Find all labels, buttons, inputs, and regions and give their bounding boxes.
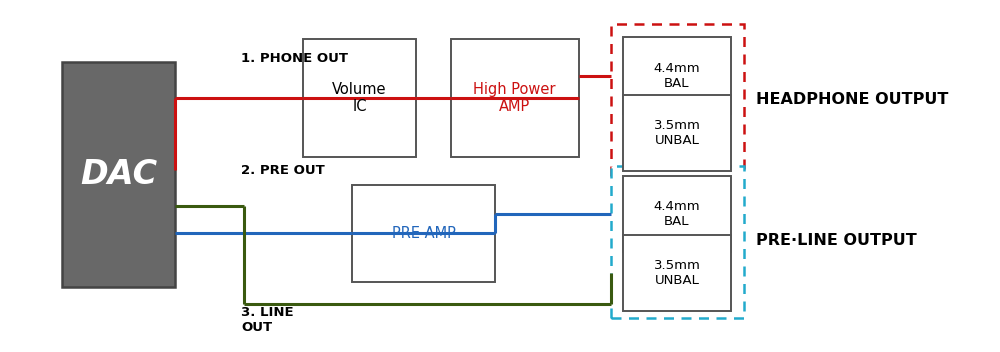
Text: HEADPHONE OUTPUT: HEADPHONE OUTPUT — [756, 92, 948, 107]
Text: DAC: DAC — [80, 158, 157, 191]
Text: 3. LINE
OUT: 3. LINE OUT — [241, 306, 294, 334]
Text: 4.4mm
BAL: 4.4mm BAL — [654, 62, 700, 89]
Text: 3.5mm
UNBAL: 3.5mm UNBAL — [654, 119, 700, 147]
Text: High Power
AMP: High Power AMP — [473, 82, 556, 114]
Text: PRE AMP: PRE AMP — [392, 226, 455, 241]
FancyBboxPatch shape — [451, 39, 579, 157]
Text: Volume
IC: Volume IC — [332, 82, 387, 114]
FancyBboxPatch shape — [303, 39, 416, 157]
FancyBboxPatch shape — [352, 185, 495, 282]
FancyBboxPatch shape — [611, 165, 744, 318]
FancyBboxPatch shape — [623, 95, 731, 171]
FancyBboxPatch shape — [623, 176, 731, 252]
FancyBboxPatch shape — [623, 235, 731, 311]
Text: 4.4mm
BAL: 4.4mm BAL — [654, 200, 700, 228]
Text: 3.5mm
UNBAL: 3.5mm UNBAL — [654, 259, 700, 287]
FancyBboxPatch shape — [62, 62, 175, 287]
Text: PRE·LINE OUTPUT: PRE·LINE OUTPUT — [756, 233, 916, 247]
FancyBboxPatch shape — [611, 24, 744, 176]
FancyBboxPatch shape — [623, 37, 731, 114]
Text: 2. PRE OUT: 2. PRE OUT — [241, 164, 325, 177]
Text: 1. PHONE OUT: 1. PHONE OUT — [241, 52, 348, 65]
